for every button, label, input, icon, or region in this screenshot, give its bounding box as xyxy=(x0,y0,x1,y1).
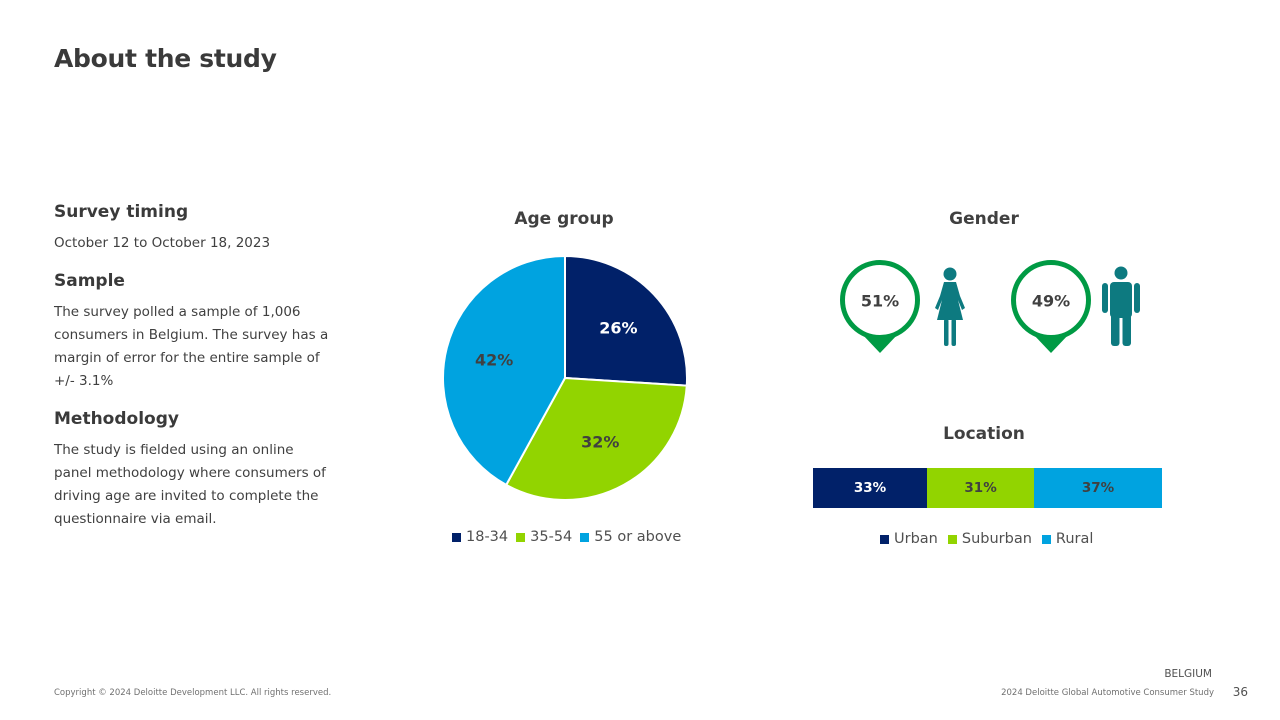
location-stacked-bar: 33% 31% 37% xyxy=(813,468,1162,508)
age-group-chart-title: Age group xyxy=(514,209,614,229)
page-title: About the study xyxy=(54,44,277,73)
methodology-heading: Methodology xyxy=(54,409,179,429)
pie-slice-55-or-above xyxy=(442,254,566,487)
bar-label-urban: 33% xyxy=(853,480,887,496)
legend-item-55-or-above: 55 or above xyxy=(580,529,681,545)
legend-item-35-54: 35-54 xyxy=(516,529,572,545)
sample-heading: Sample xyxy=(54,271,125,291)
pie-label-18-34: 26% xyxy=(599,318,637,337)
bar-label-suburban: 31% xyxy=(964,480,997,496)
legend-item-suburban: Suburban xyxy=(947,531,1032,547)
bar-label-rural: 37% xyxy=(1081,480,1115,496)
methodology-text: The study is fielded using an online pan… xyxy=(54,442,326,527)
gender-marker-male: 49% xyxy=(1011,260,1091,353)
legend-label-rural: Rural xyxy=(1055,531,1094,547)
legend-label-35-54: 35-54 xyxy=(530,529,573,545)
bar-segment-rural: 37% xyxy=(1034,468,1162,508)
legend-label-55-or-above: 55 or above xyxy=(594,529,682,545)
study-details: Survey timing October 12 to October 18, … xyxy=(54,202,334,531)
gender-value-female: 51% xyxy=(861,292,899,311)
map-pin-ring xyxy=(840,260,920,340)
footer-copyright: Copyright © 2024 Deloitte Development LL… xyxy=(54,688,332,698)
legend-item-rural: Rural xyxy=(1041,531,1094,547)
legend-swatch-35-54 xyxy=(516,532,526,542)
survey-timing-heading: Survey timing xyxy=(54,202,189,222)
pie-label-55-or-above: 42% xyxy=(475,350,513,369)
footer-country: BELGIUM xyxy=(1164,668,1212,680)
sample-text: The survey polled a sample of 1,006 cons… xyxy=(54,304,329,389)
legend-swatch-rural xyxy=(1041,534,1051,544)
pie-label-35-54: 32% xyxy=(581,433,619,452)
age-group-legend: 18-34 35-54 55 or above xyxy=(452,529,689,545)
male-person-icon xyxy=(1102,266,1140,346)
location-chart-title: Location xyxy=(943,424,1025,444)
legend-swatch-urban xyxy=(880,534,889,544)
female-person-icon xyxy=(935,267,965,346)
gender-chart-title: Gender xyxy=(949,209,1019,229)
footer-study-name: 2024 Deloitte Global Automotive Consumer… xyxy=(1001,688,1214,698)
legend-label-suburban: Suburban xyxy=(961,531,1032,547)
legend-item-urban: Urban xyxy=(880,531,938,547)
legend-swatch-18-34 xyxy=(452,532,461,542)
bar-segment-urban: 33% xyxy=(813,468,928,508)
location-legend: Urban Suburban Rural xyxy=(880,531,1103,547)
gender-value-male: 49% xyxy=(1032,292,1070,311)
pie-slice-35-54 xyxy=(504,376,688,501)
page-number: 36 xyxy=(1232,685,1248,699)
legend-label-18-34: 18-34 xyxy=(466,529,509,545)
gender-pictograph: 51% 49% xyxy=(840,260,1140,353)
survey-timing-text: October 12 to October 18, 2023 xyxy=(54,235,271,251)
map-pin-ring xyxy=(1011,260,1091,340)
legend-swatch-suburban xyxy=(947,534,957,544)
bar-segment-suburban: 31% xyxy=(927,468,1035,508)
gender-marker-female: 51% xyxy=(840,260,920,353)
pie-slice-18-34 xyxy=(564,254,688,387)
age-group-pie-chart: 26% 32% 42% xyxy=(442,254,688,501)
legend-swatch-55-or-above xyxy=(580,532,590,542)
legend-label-urban: Urban xyxy=(894,531,938,547)
legend-item-18-34: 18-34 xyxy=(452,529,508,545)
